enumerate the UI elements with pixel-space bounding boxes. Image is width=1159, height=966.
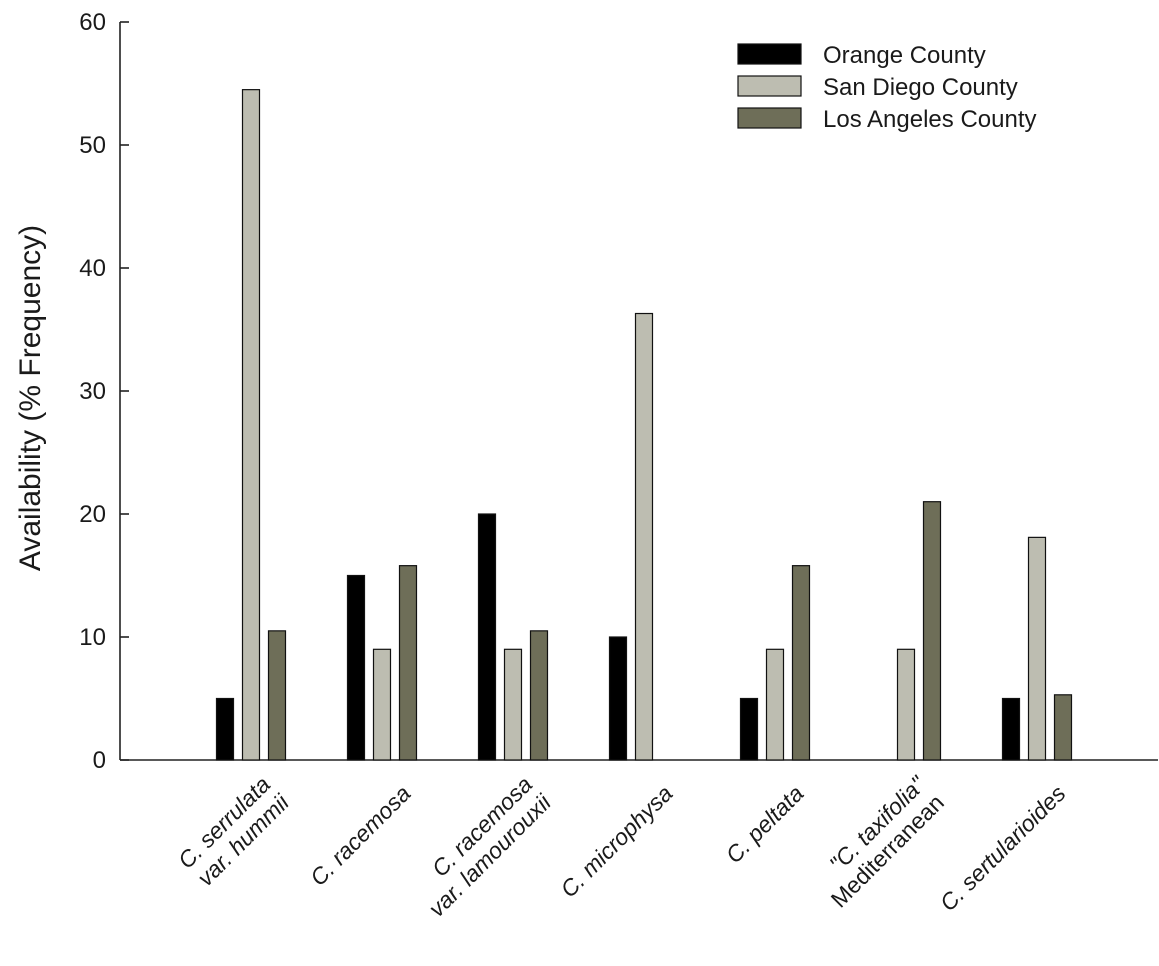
legend: Orange County San Diego County Los Angeles… [737, 42, 1036, 133]
bar-racemosa-2 [398, 565, 418, 761]
bar-sertularioides-2 [1053, 694, 1073, 761]
legend-swatch [737, 75, 802, 97]
bar-peltata-0 [739, 697, 759, 761]
y-tick-label: 10 [79, 624, 106, 651]
x-tick-label: C. sertularioides [935, 780, 1071, 916]
legend-swatch [737, 43, 802, 65]
bar-racemosa-lamourouxii-0 [477, 513, 497, 761]
legend-label: Los Angeles County [823, 106, 1036, 133]
bar-peltata-1 [765, 648, 785, 761]
bar-racemosa-lamourouxii-1 [503, 648, 523, 761]
legend-label: San Diego County [823, 74, 1018, 101]
bar-serrulata-2 [267, 630, 287, 761]
axes: 0 10 20 30 40 50 60 [79, 9, 1158, 774]
bar-serrulata-0 [215, 697, 235, 761]
y-tick-label: 40 [79, 255, 106, 282]
bar-taxifolia-1 [896, 648, 916, 761]
bar-microphysa-0 [608, 636, 628, 761]
y-tick-label: 0 [93, 747, 106, 774]
bar-serrulata-1 [241, 89, 261, 761]
bar-microphysa-1 [634, 312, 654, 761]
y-tick-label: 20 [79, 501, 106, 528]
bar-racemosa-1 [372, 648, 392, 761]
bar-racemosa-0 [346, 574, 366, 761]
x-tick-label: C. microphysa [555, 780, 677, 902]
bar-taxifolia-2 [922, 501, 942, 761]
bar-sertularioides-1 [1027, 536, 1047, 761]
bars [215, 89, 1073, 761]
y-tick-label: 60 [79, 9, 106, 36]
y-tick-label: 30 [79, 378, 106, 405]
y-tick-label: 50 [79, 132, 106, 159]
x-tick-label: C. racemosa [305, 780, 416, 891]
bar-racemosa-lamourouxii-2 [529, 630, 549, 761]
legend-swatch [737, 107, 802, 129]
bar-sertularioides-0 [1001, 697, 1021, 761]
bar-peltata-2 [791, 565, 811, 761]
legend-label: Orange County [823, 42, 986, 69]
x-tick-label: C. peltata [721, 780, 809, 868]
y-axis-title: Availability (% Frequency) [14, 225, 47, 571]
